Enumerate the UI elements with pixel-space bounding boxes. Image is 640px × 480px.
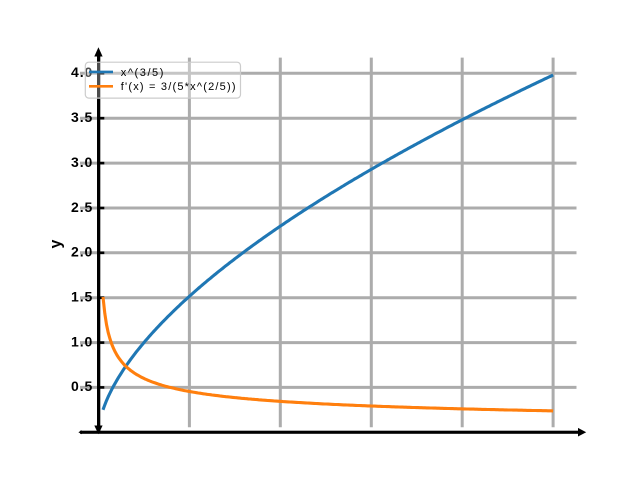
svg-text:y: y — [48, 239, 65, 248]
svg-text:2.5: 2.5 — [71, 199, 93, 215]
svg-text:1.0: 1.0 — [71, 333, 93, 349]
svg-text:0.5: 0.5 — [71, 378, 93, 394]
svg-text:x^(3/5): x^(3/5) — [121, 67, 165, 79]
svg-text:3.5: 3.5 — [71, 109, 93, 125]
svg-text:2.0: 2.0 — [71, 244, 93, 260]
svg-text:4.0: 4.0 — [71, 64, 93, 80]
svg-text:3.0: 3.0 — [71, 154, 93, 170]
svg-text:1.5: 1.5 — [71, 289, 93, 305]
svg-text:f'(x) = 3/(5*x^(2/5)): f'(x) = 3/(5*x^(2/5)) — [121, 81, 237, 93]
